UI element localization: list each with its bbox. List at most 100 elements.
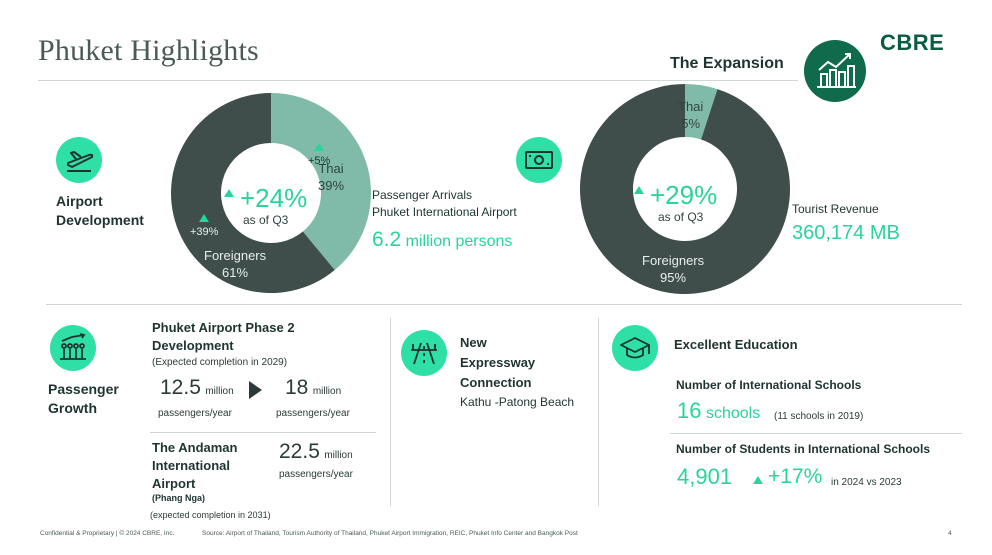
schools-number: 16 [677, 398, 702, 423]
airport-dev-label-line2: Development [56, 212, 144, 228]
section-divider [46, 304, 962, 305]
students-change: +17% [768, 465, 823, 488]
revenue-center-value: +29% [634, 180, 717, 211]
tourist-revenue-value: 360,174 MB [792, 222, 900, 244]
header-divider [38, 80, 798, 81]
thai-change-1: +5% [308, 143, 330, 170]
revenue-center-sub: as of Q3 [658, 210, 704, 224]
students-note: in 2024 vs 2023 [831, 477, 902, 488]
expansion-heading: The Expansion [670, 55, 784, 72]
passenger-arrivals-desc: Passenger Arrivals Phuket International … [372, 187, 517, 221]
phase2-to-unit: million [312, 386, 342, 397]
andaman-title: The Andaman International Airport [152, 439, 237, 493]
passenger-arrivals-desc-line1: Passenger Arrivals [372, 188, 473, 202]
andaman-title-line3: Airport [152, 476, 196, 491]
column-divider-2 [598, 318, 599, 506]
phase2-title-line2: Development [152, 338, 234, 353]
phase2-title-line1: Phuket Airport Phase 2 [152, 320, 295, 335]
passenger-arrivals-value: 6.2 million persons [372, 228, 512, 252]
expressway-title-line3: Connection [460, 375, 532, 390]
cbre-logo: CBRE [880, 30, 945, 55]
money-icon [516, 137, 562, 183]
foreign-change-1-text: +39% [190, 226, 219, 238]
graduation-cap-icon [612, 325, 658, 371]
passenger-arrivals-desc-line2: Phuket International Airport [372, 205, 517, 219]
students-value: 4,901 [677, 464, 733, 489]
phase2-to-sub: passengers/year [276, 408, 350, 419]
education-divider [670, 433, 962, 434]
passenger-growth-label-line1: Passenger [48, 381, 119, 397]
up-triangle-icon [199, 214, 210, 222]
phase2-title: Phuket Airport Phase 2 Development [152, 319, 295, 355]
revenue-center-value-text: +29% [650, 180, 718, 210]
andaman-title-line2: International [152, 458, 231, 473]
passenger-arrivals-number: 6.2 [372, 228, 402, 251]
phase2-to-value: 18 [285, 376, 309, 399]
foreign-label-1: Foreigners 61% [204, 247, 266, 281]
andaman-value-unit: million [324, 450, 353, 461]
airport-foreign-slice [171, 93, 335, 293]
thai-label-1-pct: 39% [318, 178, 345, 193]
phase2-from-sub: passengers/year [158, 408, 232, 419]
phase2-from: 12.5 million [160, 376, 234, 400]
road-icon [401, 330, 447, 376]
airport-thai-slice [271, 93, 371, 271]
page-number: 4 [948, 530, 952, 537]
thai-label-2: Thai 5% [678, 98, 703, 132]
revenue-thai-slice [685, 84, 718, 140]
airport-donut-chart [171, 93, 371, 293]
foreign-change-1: +39% [190, 214, 218, 241]
thai-change-1-text: +5% [308, 155, 331, 167]
growth-divider [150, 432, 376, 433]
up-triangle-icon [314, 143, 325, 151]
foreign-label-1-pct: 61% [222, 265, 249, 280]
airport-center-value: +24% [224, 183, 307, 214]
airplane-icon [56, 137, 102, 183]
people-growth-icon [50, 325, 96, 371]
phase2-note: (Expected completion in 2029) [152, 357, 288, 368]
foreign-label-2-pct: 95% [660, 270, 687, 285]
education-title: Excellent Education [674, 337, 798, 352]
page-title: Phuket Highlights [38, 34, 259, 67]
expansion-chart-icon [804, 40, 866, 102]
schools-value: 16 schools [677, 398, 760, 424]
foreign-label-2-name: Foreigners [642, 253, 705, 268]
up-triangle-icon [634, 186, 644, 194]
passenger-arrivals-unit: million persons [405, 233, 513, 250]
column-divider-1 [390, 318, 391, 506]
expressway-route: Kathu -Patong Beach [460, 395, 575, 409]
schools-note: (11 schools in 2019) [774, 411, 864, 422]
andaman-value-sub: passengers/year [279, 469, 353, 480]
foreign-label-1-name: Foreigners [204, 248, 267, 263]
foreign-label-2: Foreigners 95% [642, 252, 704, 286]
up-triangle-icon [224, 189, 234, 197]
phase2-from-unit: million [205, 386, 234, 397]
schools-unit: schools [705, 405, 761, 422]
airport-center-value-text: +24% [240, 183, 308, 213]
arrow-right-icon [249, 381, 262, 399]
expressway-title: New Expressway Connection [460, 333, 535, 393]
passenger-growth-label-line2: Growth [48, 400, 97, 416]
revenue-foreign-slice [580, 84, 790, 294]
phase2-to: 18 million [285, 376, 341, 400]
airport-center-sub: as of Q3 [243, 213, 289, 227]
expressway-title-line1: New [460, 335, 487, 350]
andaman-value: 22.5 million [279, 440, 353, 464]
thai-label-2-name: Thai [678, 99, 704, 114]
andaman-title-line1: The Andaman [152, 440, 238, 455]
thai-label-2-pct: 5% [681, 116, 701, 131]
andaman-value-number: 22.5 [279, 440, 320, 463]
footer-confidential: Confidential & Proprietary | © 2024 CBRE… [40, 530, 175, 537]
schools-label: Number of International Schools [676, 378, 862, 392]
tourist-revenue-desc: Tourist Revenue [792, 202, 879, 216]
andaman-note: (expected completion in 2031) [150, 510, 271, 520]
andaman-location: (Phang Nga) [152, 493, 205, 503]
students-label: Number of Students in International Scho… [676, 442, 931, 456]
passenger-growth-label: Passenger Growth [48, 380, 119, 418]
footer-source: Source: Airport of Thailand, Tourism Aut… [202, 530, 578, 537]
thai-label-1: Thai 39% [318, 160, 344, 194]
airport-dev-label: Airport Development [56, 192, 144, 230]
phase2-from-value: 12.5 [160, 376, 201, 399]
thai-label-1-name: Thai [318, 161, 344, 176]
expressway-title-line2: Expressway [460, 355, 536, 370]
